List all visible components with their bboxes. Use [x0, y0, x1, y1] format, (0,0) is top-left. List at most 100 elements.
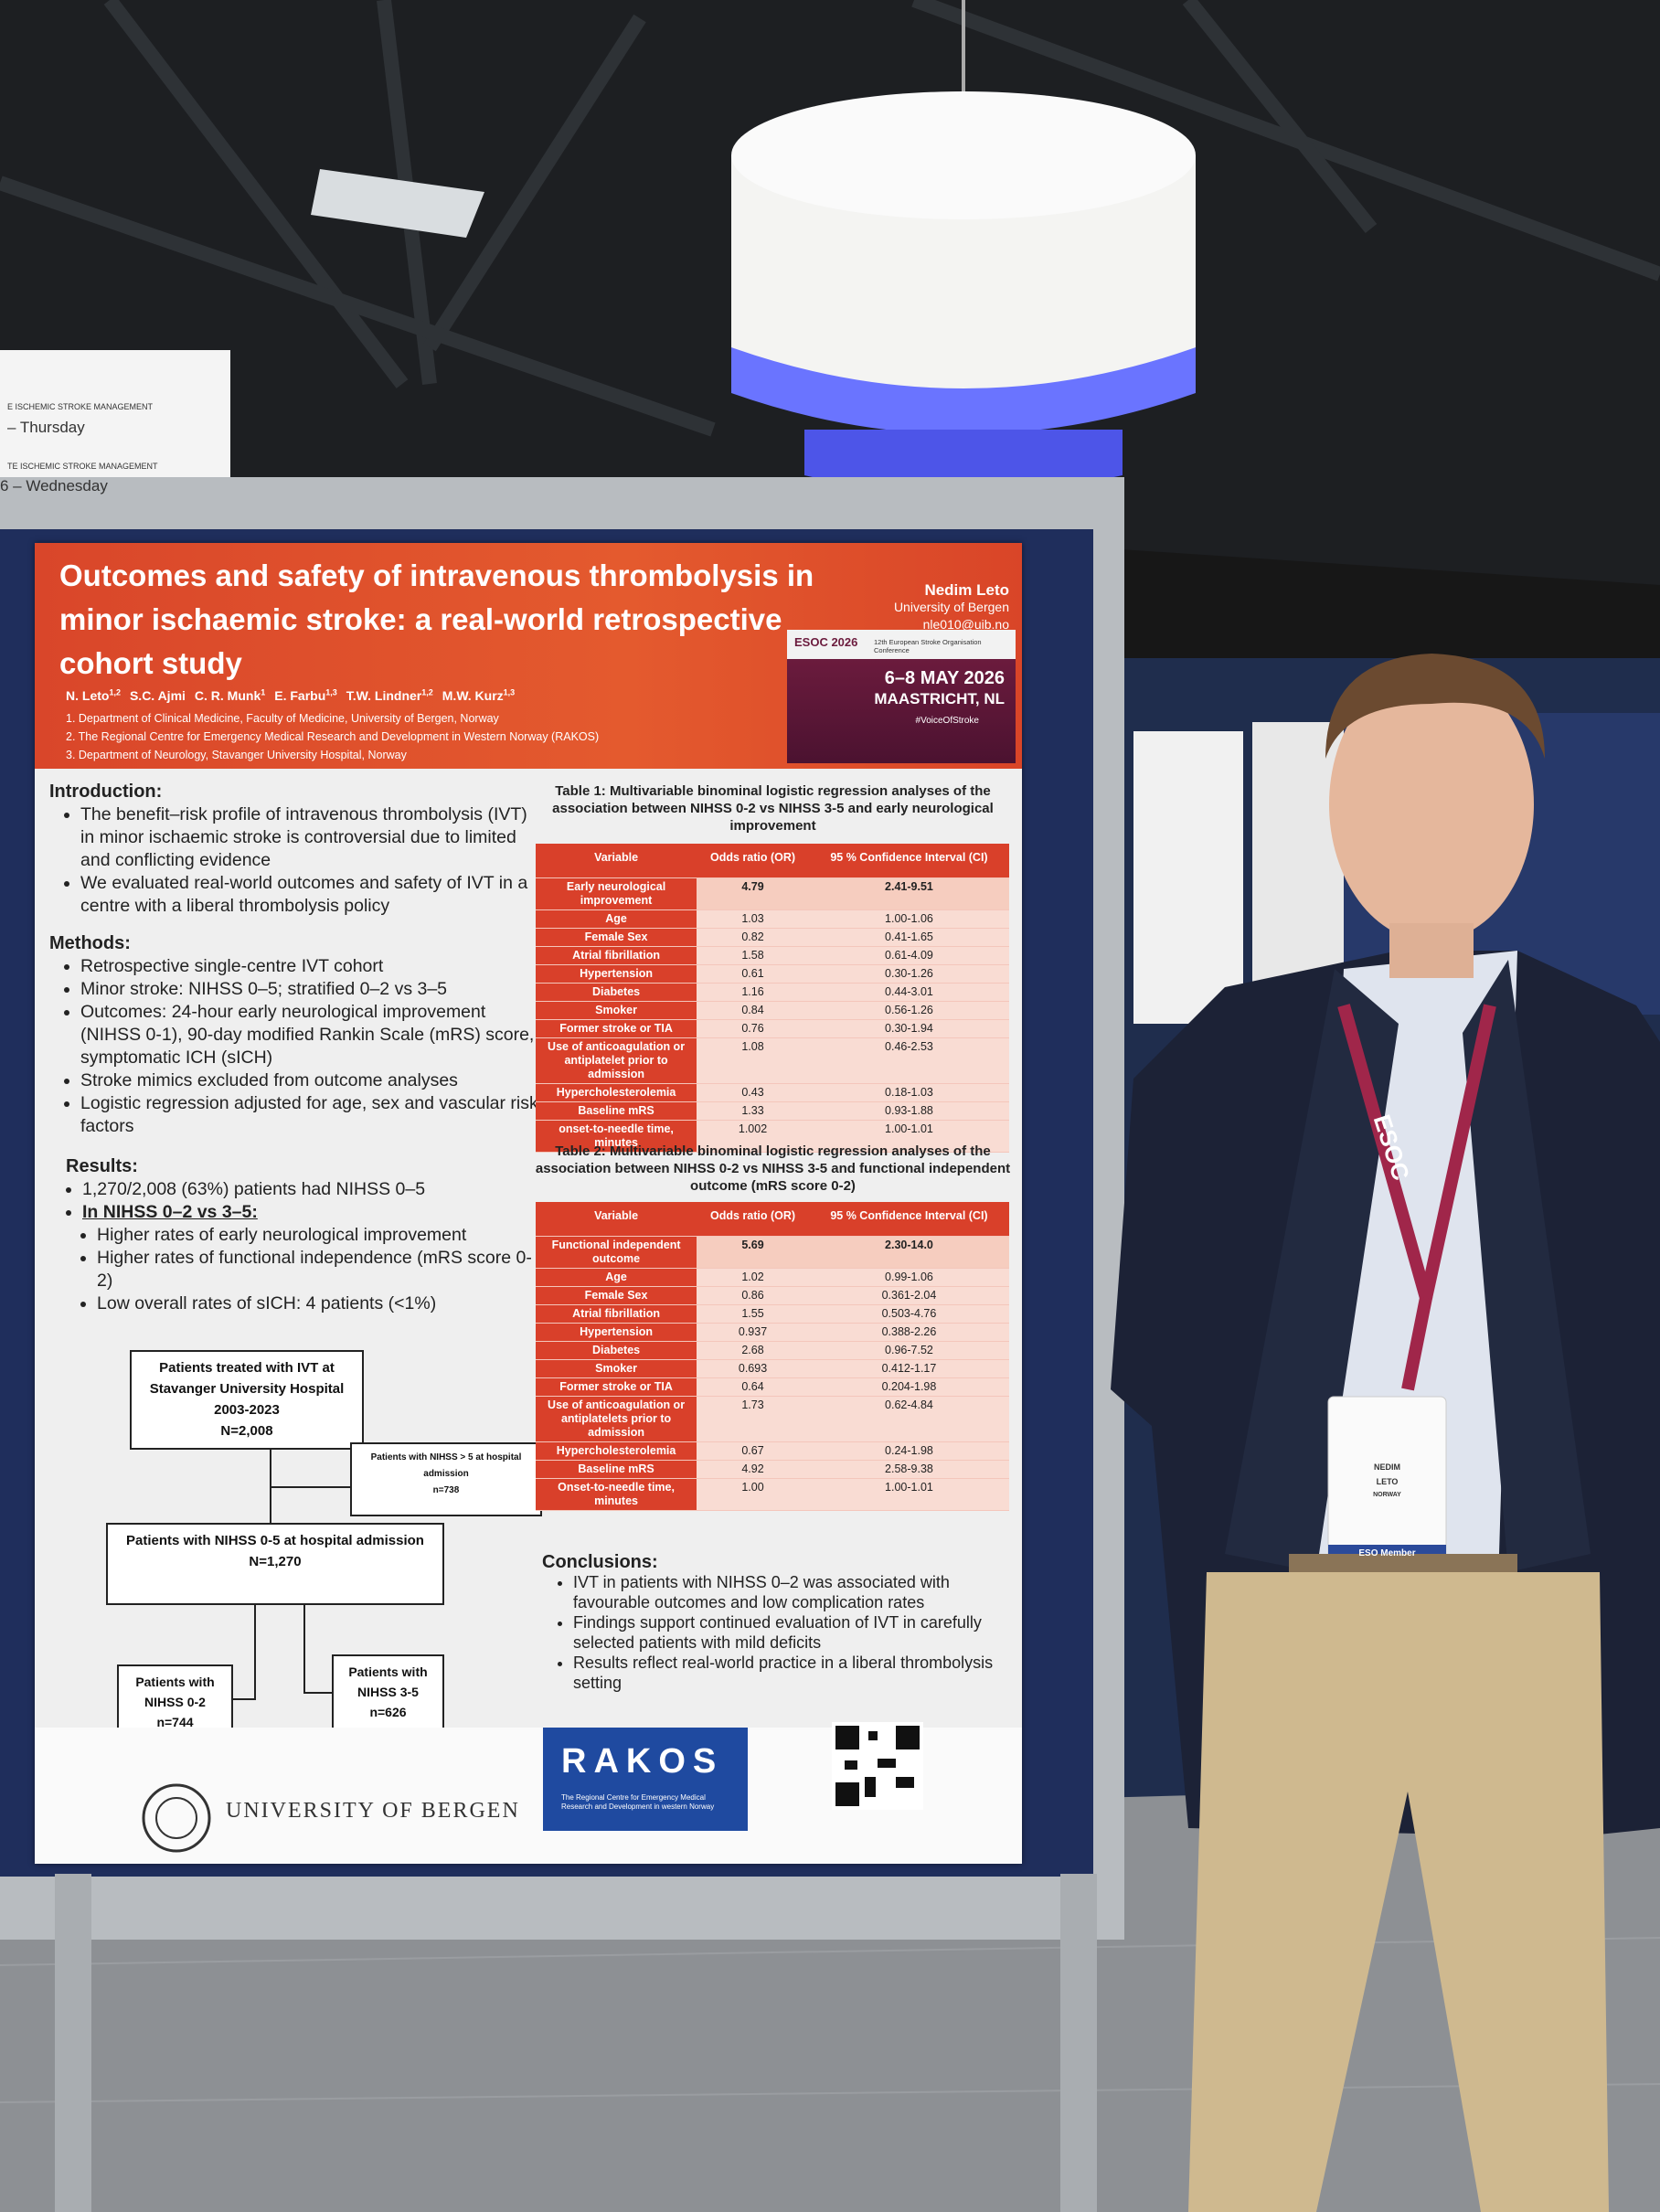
variable-cell: Functional independent outcome [536, 1236, 697, 1269]
table-row: Smoker 0.84 0.56-1.26 [536, 1001, 1009, 1020]
value-cell: 0.86 [697, 1286, 809, 1305]
variable-cell: Smoker [536, 1359, 697, 1378]
value-cell: 4.79 [697, 877, 809, 910]
column-header: Odds ratio (OR) [697, 844, 809, 878]
table-row: Former stroke or TIA 0.76 0.30-1.94 [536, 1019, 1009, 1038]
author-name: M.W. Kurz [442, 687, 504, 703]
flowchart: Patients treated with IVT at Stavanger U… [35, 543, 547, 1760]
table-row: Baseline mRS 4.92 2.58-9.38 [536, 1460, 1009, 1479]
flow-connector [270, 1486, 350, 1488]
author-affiliation-index: 1,2 [421, 687, 433, 697]
table-row: Age 1.02 0.99-1.06 [536, 1268, 1009, 1287]
variable-cell: onset-to-needle time, minutes [536, 1120, 697, 1153]
table-row: Female Sex 0.86 0.361-2.04 [536, 1286, 1009, 1305]
table-row: onset-to-needle time, minutes 1.002 1.00-1… [536, 1120, 1009, 1153]
flow-node: Patients treated with IVT at Stavanger U… [130, 1350, 364, 1450]
table-row: Atrial fibrillation 1.55 0.503-4.76 [536, 1304, 1009, 1324]
footer: UNIVERSITY OF BERGEN RAKOS The Regional … [35, 1722, 1022, 1864]
rakos-logo: RAKOS The Regional Centre for Emergency … [543, 1728, 748, 1831]
author-name: C. R. Munk [194, 687, 261, 703]
presenter-name: Nedim Leto [924, 581, 1009, 599]
table-row: Early neurological improvement 4.79 2.41-9… [536, 877, 1009, 910]
value-cell: 1.00-1.01 [808, 1478, 1009, 1511]
university-name: UNIVERSITY OF BERGEN [226, 1799, 520, 1823]
bullet-list: Retrospective single-centre IVT cohortMi… [49, 955, 543, 1138]
variable-cell: Female Sex [536, 1286, 697, 1305]
presenter: Nedim Leto University of Bergen nle010@u… [894, 581, 1009, 633]
badge-text: ESO Member [1358, 1548, 1416, 1558]
column-header: 95 % Confidence Interval (CI) [808, 1202, 1009, 1237]
regression-table: Variable Odds ratio (OR) 95 % Confidence I… [536, 844, 1009, 1153]
value-cell: 1.55 [697, 1304, 809, 1324]
table-row: Female Sex 0.82 0.41-1.65 [536, 928, 1009, 947]
conference-place: MAASTRICHT, NL [874, 690, 1005, 707]
badge-text: NORWAY [1373, 1492, 1401, 1498]
value-cell: 0.412-1.17 [808, 1359, 1009, 1378]
author: S.C. Ajmi [130, 688, 186, 703]
qr-code [832, 1722, 923, 1810]
value-cell: 1.33 [697, 1101, 809, 1121]
column-header: Odds ratio (OR) [697, 1202, 809, 1237]
flow-node-count: n=738 [432, 1485, 460, 1495]
regression-table: Variable Odds ratio (OR) 95 % Confidence I… [536, 1202, 1009, 1511]
author: E. Farbu1,3 [274, 687, 337, 703]
author-name: E. Farbu [274, 687, 326, 703]
value-cell: 1.16 [697, 983, 809, 1002]
flow-node-label: Patients with NIHSS > 5 at hospital admi… [370, 1452, 522, 1479]
flow-connector [233, 1698, 256, 1700]
affiliations: 1. Department of Clinical Medicine, Facu… [66, 709, 599, 764]
variable-cell: Use of anticoagulation or antiplatelet p… [536, 1037, 697, 1084]
value-cell: 2.58-9.38 [808, 1460, 1009, 1479]
value-cell: 0.67 [697, 1441, 809, 1461]
table-row: Smoker 0.693 0.412-1.17 [536, 1359, 1009, 1378]
table-row: Hypercholesterolemia 0.43 0.18-1.03 [536, 1083, 1009, 1102]
value-cell: 1.00-1.06 [808, 909, 1009, 929]
variable-cell: Diabetes [536, 1341, 697, 1360]
variable-cell: Age [536, 909, 697, 929]
value-cell: 0.99-1.06 [808, 1268, 1009, 1287]
variable-cell: Diabetes [536, 983, 697, 1002]
author-affiliation-index: 1 [261, 687, 266, 697]
affiliation: 2. The Regional Centre for Emergency Med… [66, 730, 600, 743]
methods: Methods:Retrospective single-centre IVT … [49, 932, 543, 1138]
value-cell: 1.00 [697, 1478, 809, 1511]
flow-node-label: Patients with NIHSS 3-5 [348, 1664, 428, 1699]
flow-connector [303, 1605, 305, 1693]
bullet: We evaluated real-world outcomes and saf… [80, 872, 543, 918]
table-caption: Table 1: Multivariable binominal logisti… [552, 783, 994, 834]
value-cell: 1.02 [697, 1268, 809, 1287]
author-affiliation-index: 1,3 [503, 687, 516, 697]
value-cell: 0.56-1.26 [808, 1001, 1009, 1020]
flow-node-count: n=744 [156, 1715, 194, 1729]
table-header-row: Variable Odds ratio (OR) 95 % Confidence I… [536, 1202, 1009, 1237]
section-heading: Results: [66, 1156, 138, 1176]
sign-text: TE ISCHEMIC STROKE MANAGEMENT [7, 462, 158, 471]
table-row: Hypertension 0.61 0.30-1.26 [536, 964, 1009, 984]
author-name: T.W. Lindner [346, 687, 422, 703]
value-cell: 0.62-4.84 [808, 1396, 1009, 1442]
bullet: Results reflect real-world practice in a… [573, 1653, 1008, 1693]
bullet: Outcomes: 24-hour early neurological imp… [80, 1001, 543, 1069]
value-cell: 0.61-4.09 [808, 946, 1009, 965]
value-cell: 0.46-2.53 [808, 1037, 1009, 1084]
table: Variable Odds ratio (OR) 95 % Confidence I… [536, 1202, 1009, 1511]
sign-text: – Thursday [7, 419, 85, 436]
table-row: Functional independent outcome 5.69 2.30-1… [536, 1236, 1009, 1269]
variable-cell: Hypertension [536, 964, 697, 984]
variable-cell: Early neurological improvement [536, 877, 697, 910]
value-cell: 0.61 [697, 964, 809, 984]
value-cell: 5.69 [697, 1236, 809, 1269]
bullet-list: The benefit–risk profile of intravenous … [49, 803, 543, 918]
value-cell: 0.44-3.01 [808, 983, 1009, 1002]
section-heading: Methods: [49, 933, 131, 953]
results: Results:1,270/2,008 (63%) patients had N… [66, 1155, 532, 1315]
bullet: Retrospective single-centre IVT cohort [80, 955, 543, 978]
value-cell: 0.82 [697, 928, 809, 947]
value-cell: 0.937 [697, 1323, 809, 1342]
variable-cell: Onset-to-needle time, minutes [536, 1478, 697, 1511]
authors: N. Leto1,2 S.C. Ajmi C. R. Munk1 E. Farbu1,… [66, 687, 524, 703]
introduction: Introduction:The benefit–risk profile of… [49, 781, 543, 918]
flow-node: Patients with NIHSS > 5 at hospital admi… [350, 1442, 542, 1516]
table-row: Use of anticoagulation or antiplatelet p… [536, 1037, 1009, 1084]
sign-text: E ISCHEMIC STROKE MANAGEMENT [7, 402, 154, 411]
